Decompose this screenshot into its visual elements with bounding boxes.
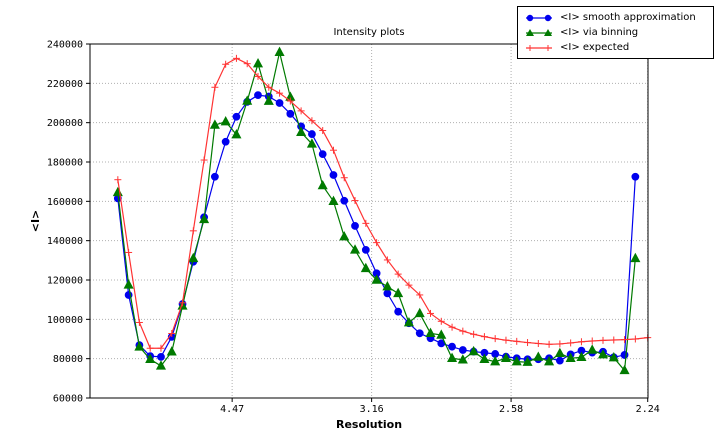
data-point-triangle	[554, 347, 565, 358]
data-point-triangle	[134, 341, 145, 351]
y-tick-label: 100000	[47, 315, 83, 326]
data-point-circle	[394, 307, 403, 316]
data-point-triangle	[425, 327, 436, 337]
plot-area	[90, 44, 648, 398]
data-point-circle	[275, 99, 284, 107]
data-point-triangle	[522, 356, 533, 366]
legend-label: <I> via binning	[560, 27, 639, 38]
data-point-triangle	[306, 138, 317, 148]
data-point-triangle	[587, 344, 598, 354]
y-tick-label: 240000	[47, 40, 83, 51]
data-point-triangle	[414, 307, 425, 318]
data-point-circle	[210, 172, 219, 181]
legend-marker-circle	[526, 14, 552, 21]
y-tick-label: 200000	[47, 118, 83, 129]
data-point-triangle	[544, 355, 555, 366]
data-point-triangle	[371, 274, 382, 284]
x-tick-label: 2.24	[636, 404, 660, 415]
data-point-triangle	[188, 252, 199, 263]
legend-label: <I> expected	[560, 42, 630, 53]
data-point-triangle	[447, 352, 458, 362]
data-point-triangle	[242, 95, 253, 105]
data-point-triangle	[328, 195, 339, 206]
x-tick-label: 3.16	[360, 404, 384, 415]
data-point-circle	[286, 109, 295, 118]
data-point-triangle	[220, 116, 231, 126]
data-point-triangle	[479, 353, 490, 363]
x-tick-label: 4.47	[220, 404, 244, 415]
data-point-triangle	[457, 354, 468, 364]
data-point-circle	[254, 91, 262, 100]
data-point-triangle	[274, 46, 285, 56]
y-tick-label: 120000	[47, 276, 83, 287]
data-point-triangle	[252, 58, 264, 68]
data-point-triangle	[490, 355, 501, 366]
chart-title: Intensity plots	[333, 27, 405, 38]
data-point-triangle	[403, 317, 414, 327]
y-tick-label: 60000	[53, 394, 83, 405]
data-point-triangle	[533, 351, 544, 361]
data-point-circle	[318, 150, 327, 159]
data-point-circle	[351, 222, 359, 230]
data-point-triangle	[597, 349, 609, 359]
data-point-triangle	[231, 129, 242, 139]
data-point-triangle	[436, 329, 447, 339]
plot-frame	[89, 43, 649, 399]
x-axis-label: Resolution	[335, 418, 403, 431]
data-point-triangle	[145, 353, 156, 363]
data-point-triangle	[199, 213, 210, 224]
legend-item-via-binning: <I> via binning	[523, 25, 708, 40]
data-point-triangle	[576, 351, 587, 361]
y-tick-label: 180000	[47, 158, 83, 169]
data-point-circle	[620, 351, 629, 359]
data-point-triangle	[619, 364, 630, 375]
data-point-circle	[383, 289, 392, 298]
y-tick-label: 220000	[47, 79, 83, 90]
legend-item-smooth-approximation: <I> smooth approximation	[523, 10, 708, 25]
data-point-circle	[340, 196, 349, 205]
data-point-triangle	[339, 231, 350, 241]
y-axis-label: <I>	[29, 209, 42, 233]
data-point-circle	[361, 246, 370, 254]
data-point-triangle	[382, 281, 393, 291]
legend-label: <I> smooth approximation	[560, 12, 696, 23]
data-point-circle	[631, 172, 640, 181]
data-point-circle	[448, 342, 456, 351]
data-point-triangle	[608, 352, 619, 362]
data-point-circle	[221, 137, 230, 146]
x-tick-label: 2.58	[499, 404, 523, 415]
data-point-circle	[415, 329, 424, 338]
data-point-triangle	[360, 262, 371, 273]
data-point-circle	[157, 352, 165, 361]
data-point-triangle	[296, 126, 307, 137]
y-tick-label: 140000	[47, 236, 83, 247]
data-point-circle	[308, 130, 316, 138]
data-point-triangle	[393, 287, 404, 298]
data-point-triangle	[209, 119, 220, 129]
data-point-triangle	[123, 279, 134, 289]
y-tick-label: 80000	[53, 354, 83, 365]
data-point-triangle	[468, 345, 479, 356]
y-tick-label: 160000	[47, 197, 83, 208]
legend-marker-triangle	[526, 28, 552, 36]
legend: <I> smooth approximation <I> via binning…	[517, 6, 714, 59]
data-point-triangle	[630, 252, 641, 263]
data-point-triangle	[317, 179, 328, 190]
data-point-circle	[232, 112, 241, 121]
data-point-triangle	[511, 355, 522, 366]
legend-item-expected: <I> expected	[523, 40, 708, 55]
data-point-triangle	[263, 95, 274, 105]
legend-marker-plus	[526, 44, 552, 51]
data-point-circle	[458, 346, 467, 354]
data-point-triangle	[155, 360, 167, 370]
data-point-triangle	[500, 352, 512, 362]
data-point-triangle	[166, 346, 177, 356]
data-point-triangle	[349, 244, 361, 254]
data-point-triangle	[565, 352, 576, 362]
data-point-circle	[555, 356, 564, 365]
data-point-circle	[329, 171, 338, 179]
